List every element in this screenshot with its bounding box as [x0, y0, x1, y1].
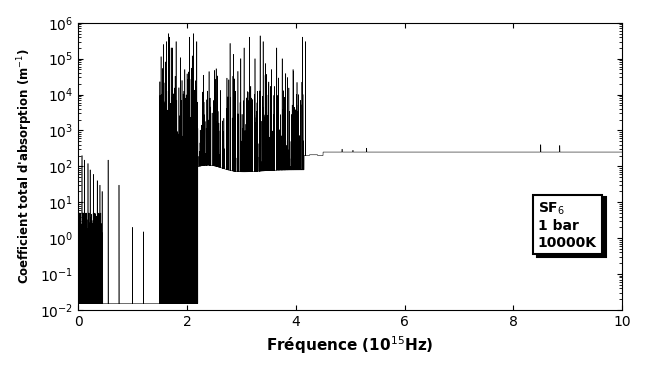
Y-axis label: Coefficient total d'absorption (m$^{-1}$): Coefficient total d'absorption (m$^{-1}$… [15, 49, 35, 284]
X-axis label: Fréquence (10$^{15}$Hz): Fréquence (10$^{15}$Hz) [266, 334, 434, 356]
Text: SF$_6$
1 bar
10000K: SF$_6$ 1 bar 10000K [542, 203, 601, 252]
Text: SF$_6$
1 bar
10000K: SF$_6$ 1 bar 10000K [538, 201, 597, 250]
